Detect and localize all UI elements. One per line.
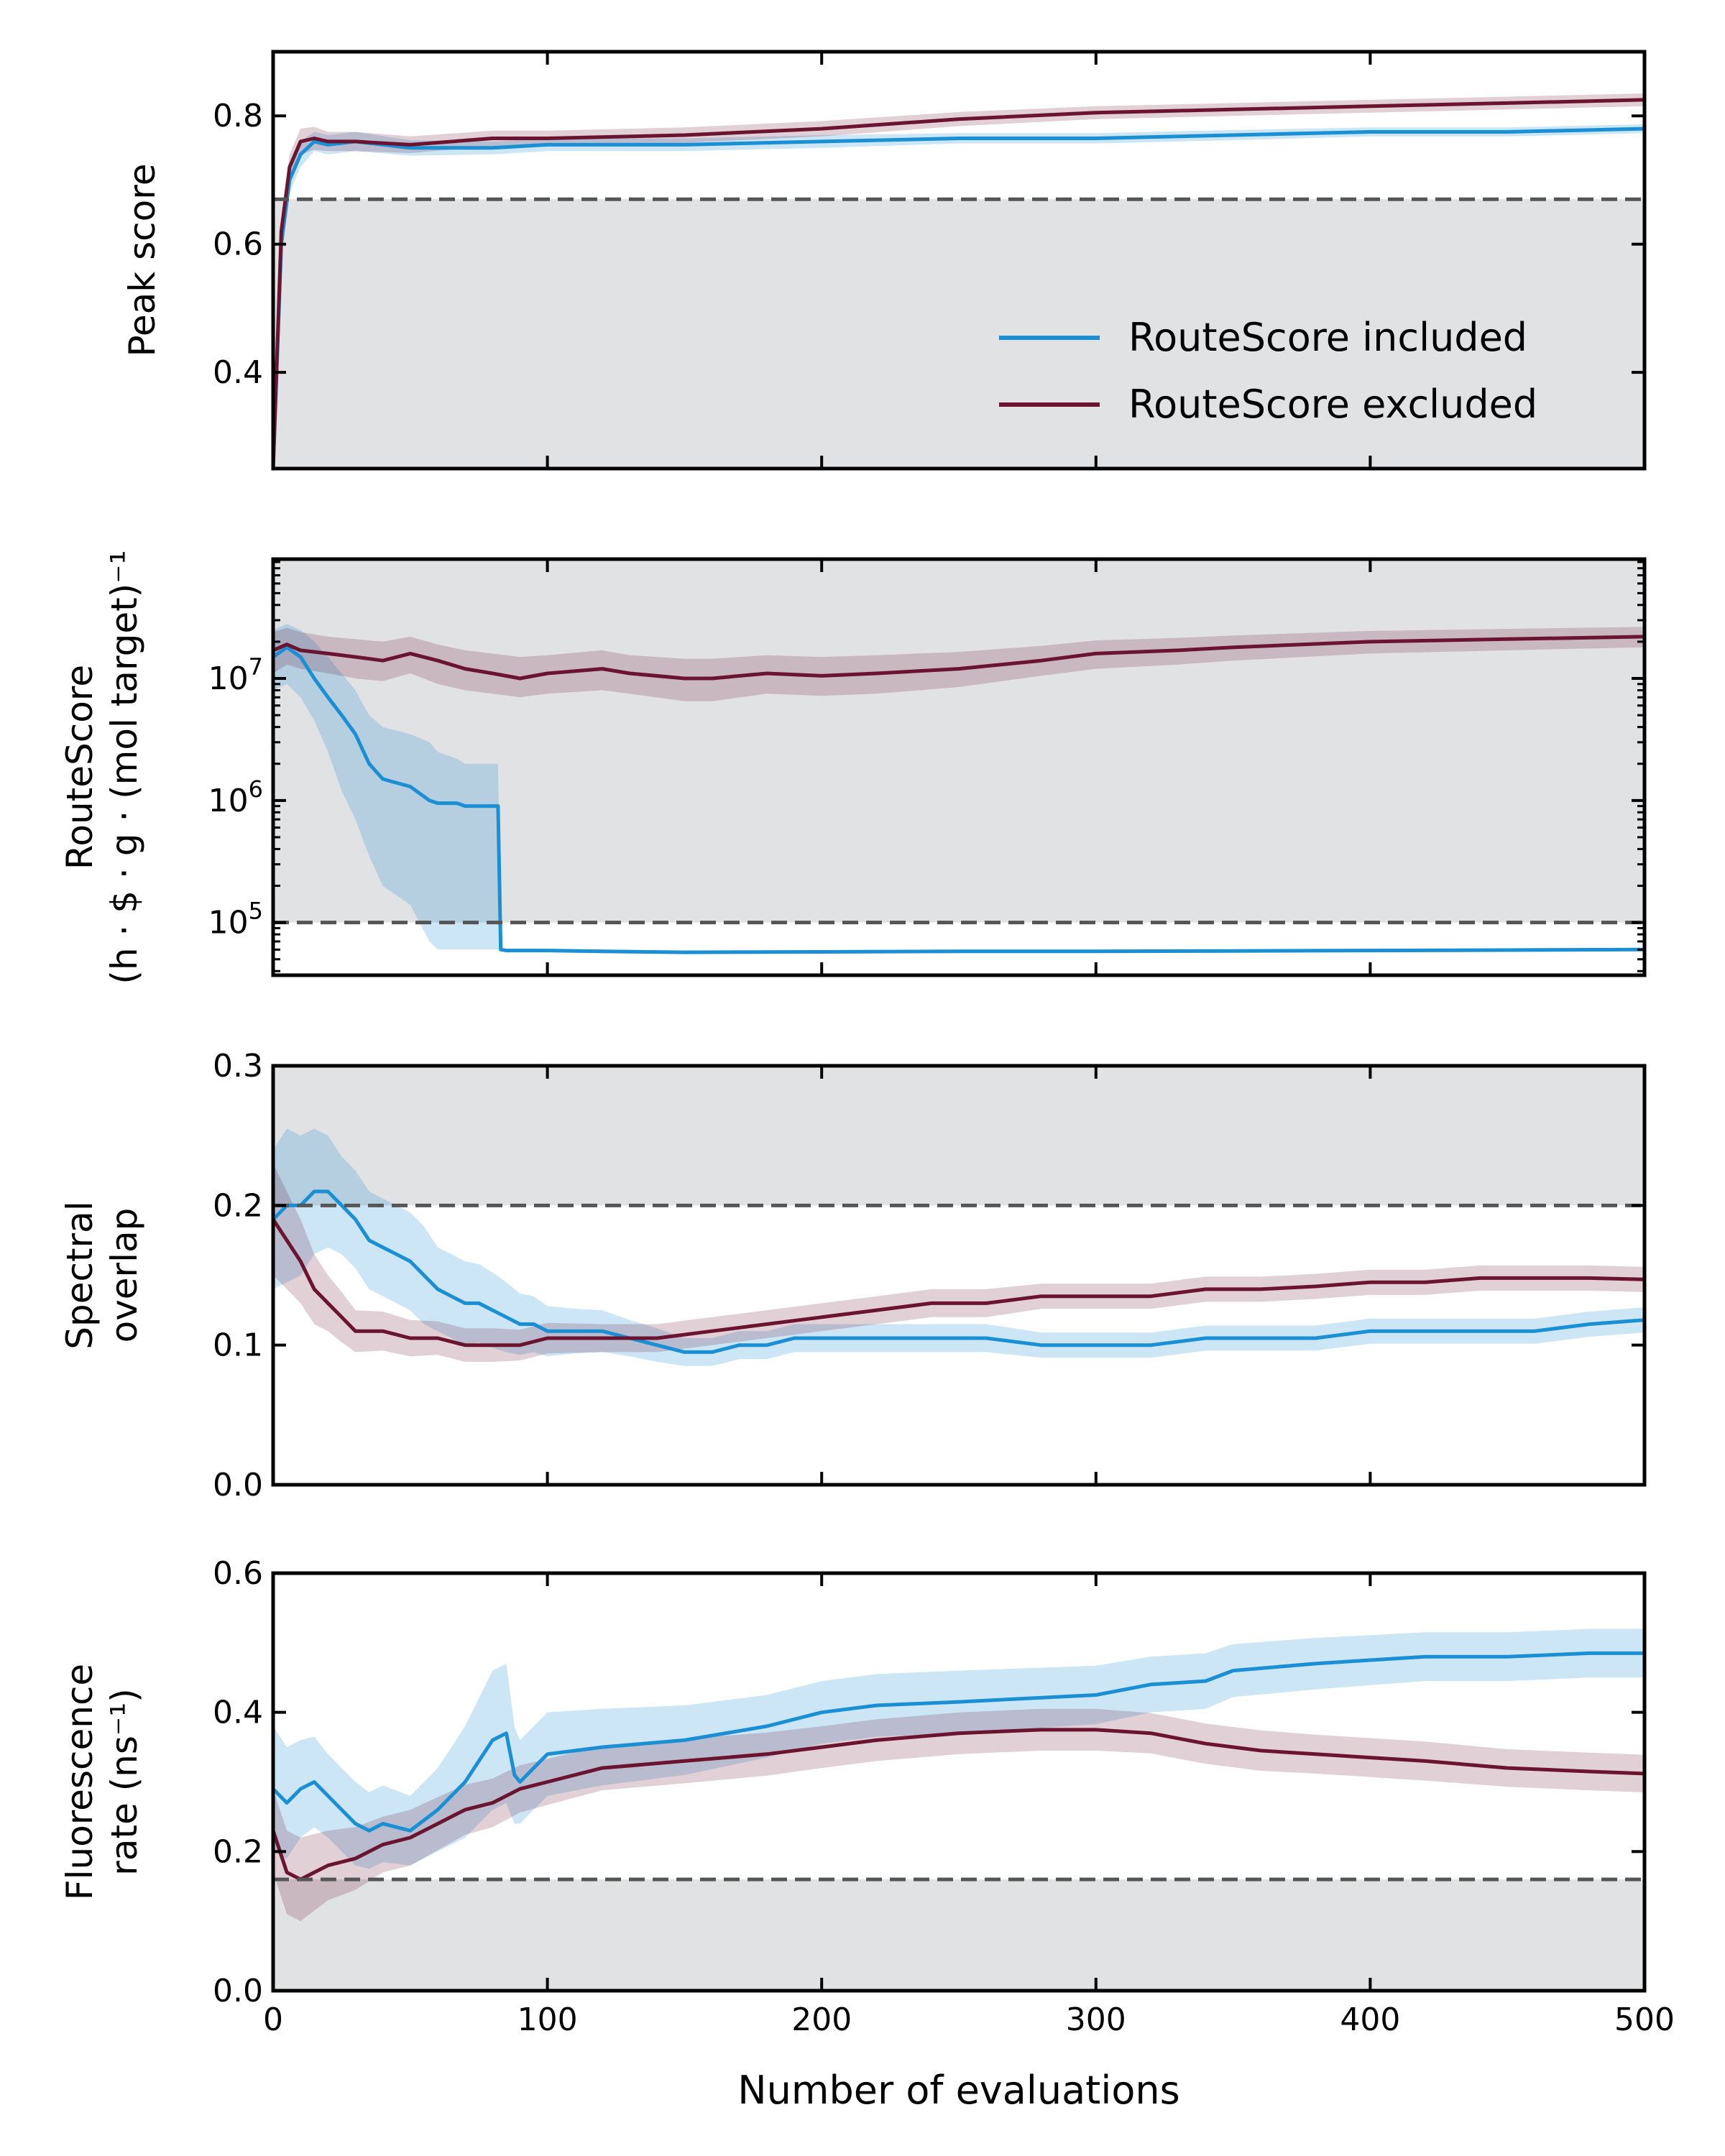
series-line-excluded	[273, 635, 1644, 681]
series-line-excluded	[273, 98, 1644, 469]
x-tick-label: 400	[1340, 2001, 1400, 2038]
y-axis-label-line2: (h · $ · g · (mol target)⁻¹	[104, 550, 145, 984]
y-tick-label: 0.8	[213, 98, 263, 134]
y-tick-label: 0.4	[213, 1695, 263, 1731]
legend-label-excluded: RouteScore excluded	[1128, 382, 1537, 427]
panels: 0.4 0.6 0.8 Peak score 105 106 107 RouteScore (h…	[59, 50, 1675, 2038]
panel-3: 0.0 0.1 0.2 0.3 Spectral overlap	[59, 1048, 1647, 1503]
panel-frame	[271, 557, 1647, 977]
y-tick-label: 105	[208, 898, 263, 941]
series-line-included	[273, 1651, 1644, 1833]
shaded-region	[273, 1066, 1644, 1206]
y-tick-label: 0.0	[213, 1973, 263, 2009]
x-tick-label: 200	[791, 2001, 852, 2038]
y-tick-label: 0.2	[213, 1833, 263, 1870]
band-excluded	[273, 1708, 1644, 1922]
panel-frame	[271, 50, 1647, 471]
y-tick-label: 107	[208, 653, 263, 697]
panel-1: 0.4 0.6 0.8 Peak score	[121, 50, 1647, 471]
legend: RouteScore included RouteScore excluded	[999, 315, 1537, 427]
series-line-included	[273, 1189, 1644, 1354]
x-tick-label: 500	[1614, 2001, 1675, 2038]
y-tick-label: 0.3	[213, 1048, 263, 1084]
plot-area	[273, 1066, 1644, 1366]
x-tick-label: 300	[1066, 2001, 1126, 2038]
x-tick-label: 0	[263, 2001, 283, 2038]
panel-frame	[271, 1571, 1647, 1993]
y-tick-label: 0.0	[213, 1467, 263, 1503]
x-tick-label: 100	[518, 2001, 578, 2038]
y-axis-label: RouteScore	[59, 665, 101, 870]
y-tick-label: 0.6	[213, 1555, 263, 1592]
y-tick-label: 0.4	[213, 354, 263, 391]
x-axis-label: Number of evaluations	[737, 2068, 1179, 2113]
y-tick-label: 0.2	[213, 1187, 263, 1224]
y-axis-label: Peak score	[121, 164, 163, 357]
y-axis-label-line2: overlap	[104, 1208, 145, 1343]
panel-frame	[271, 1064, 1647, 1487]
y-axis-label-line2: rate (ns⁻¹)	[104, 1688, 145, 1876]
series-line-excluded	[273, 1728, 1644, 1881]
band-excluded	[273, 1164, 1644, 1362]
shaded-region	[273, 559, 1644, 923]
series-line-included	[273, 645, 1644, 954]
y-axis-label: Spectral	[59, 1201, 101, 1349]
plot-area	[273, 93, 1644, 469]
y-tick-label: 0.1	[213, 1327, 263, 1364]
panel-2: 105 106 107 RouteScore (h · $ · g · (mol tar…	[59, 550, 1647, 985]
shaded-region	[273, 199, 1644, 469]
panel-4: 0 100 200 300 400 500 0.0 0.2 0.4 0.6 Fluorescence…	[59, 1555, 1675, 2038]
shaded-region	[273, 1879, 1644, 1991]
y-tick-label: 106	[208, 775, 263, 819]
band-included	[273, 1128, 1644, 1366]
series-line-included	[273, 126, 1644, 469]
legend-label-included: RouteScore included	[1128, 315, 1527, 360]
plot-area	[273, 1628, 1644, 1991]
y-axis-label: Fluorescence	[59, 1664, 101, 1900]
band-included	[273, 1628, 1644, 1869]
series-line-excluded	[273, 1218, 1644, 1348]
y-tick-label: 0.6	[213, 226, 263, 263]
plot-area	[273, 559, 1644, 954]
